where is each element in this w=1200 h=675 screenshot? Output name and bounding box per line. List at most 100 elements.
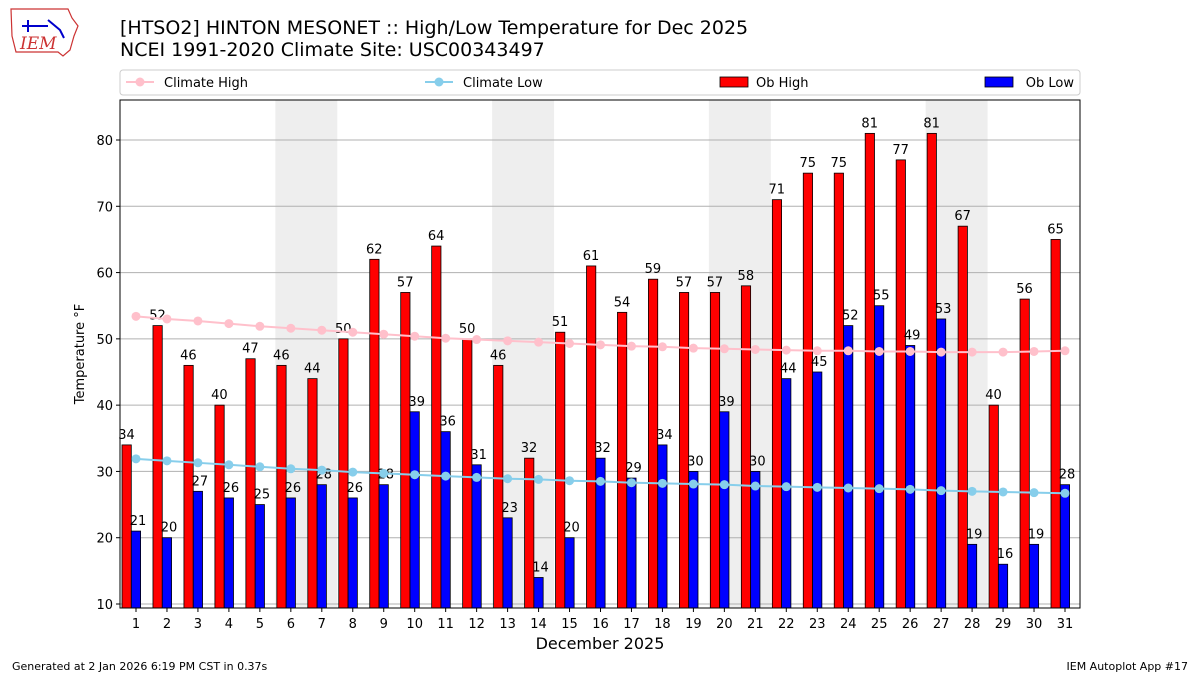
climate-low-point bbox=[905, 484, 915, 494]
ob-low-label: 30 bbox=[687, 454, 704, 469]
ob-high-label: 65 bbox=[1047, 222, 1064, 237]
ob-low-bar bbox=[936, 318, 947, 609]
ob-low-label: 32 bbox=[594, 441, 611, 456]
ob-low-bar bbox=[626, 477, 637, 609]
iowa-map-icon bbox=[10, 8, 79, 57]
x-tick-label: 10 bbox=[406, 617, 423, 632]
x-tick-label: 18 bbox=[654, 617, 671, 632]
ob-high-label: 64 bbox=[428, 229, 445, 244]
y-tick-label: 80 bbox=[96, 134, 113, 149]
ob-high-bar bbox=[586, 265, 597, 609]
ob-high-bar bbox=[245, 358, 256, 609]
ob-low-bar bbox=[719, 411, 730, 609]
ob-high-label: 61 bbox=[583, 249, 600, 264]
ob-low-bar bbox=[285, 497, 296, 609]
ob-low-bar bbox=[130, 530, 142, 609]
climate-low-point bbox=[843, 483, 853, 493]
climate-high-point bbox=[719, 344, 729, 354]
ob-low-label: 26 bbox=[285, 481, 302, 496]
ob-low-bar bbox=[750, 471, 761, 609]
x-tick-label: 24 bbox=[840, 617, 857, 632]
ob-high-bar bbox=[369, 258, 380, 609]
y-tick-label: 30 bbox=[96, 465, 113, 480]
climate-high-point bbox=[874, 346, 884, 356]
ob-low-bar bbox=[502, 517, 513, 609]
ob-low-label: 19 bbox=[1028, 527, 1045, 542]
legend-label: Climate Low bbox=[463, 76, 543, 91]
ob-high-label: 46 bbox=[180, 348, 197, 363]
climate-low-point bbox=[565, 476, 575, 486]
ob-high-bar bbox=[709, 292, 721, 609]
ob-low-bar bbox=[967, 543, 978, 609]
footer-generated: Generated at 2 Jan 2026 6:19 PM CST in 0… bbox=[12, 660, 268, 673]
ob-low-bar bbox=[1028, 543, 1040, 609]
ob-low-bar bbox=[254, 504, 265, 609]
climate-high-point bbox=[565, 338, 575, 348]
ob-low-label: 20 bbox=[161, 521, 178, 536]
ob-low-label: 34 bbox=[656, 428, 673, 443]
climate-high-point bbox=[472, 335, 482, 345]
ob-low-label: 30 bbox=[749, 454, 766, 469]
ob-low-label: 14 bbox=[532, 560, 549, 575]
ob-high-bar bbox=[400, 292, 411, 609]
climate-high-point bbox=[193, 316, 203, 326]
x-tick-label: 15 bbox=[561, 617, 578, 632]
ob-low-label: 21 bbox=[130, 514, 147, 529]
x-tick-label: 11 bbox=[437, 617, 454, 632]
climate-high-point bbox=[441, 333, 451, 343]
ob-high-label: 46 bbox=[273, 348, 290, 363]
ob-low-bar bbox=[533, 577, 544, 609]
x-tick-label: 4 bbox=[225, 617, 233, 632]
ob-high-bar bbox=[771, 199, 782, 609]
climate-high-point bbox=[843, 346, 853, 356]
ob-high-bar bbox=[648, 278, 659, 609]
climate-low-point bbox=[286, 464, 296, 474]
climate-high-point bbox=[534, 337, 544, 347]
ob-high-label: 75 bbox=[830, 156, 847, 171]
ob-high-bar bbox=[1050, 239, 1061, 609]
ob-high-label: 40 bbox=[985, 388, 1002, 403]
climate-high-point bbox=[626, 341, 636, 351]
ob-high-label: 51 bbox=[552, 315, 569, 330]
ob-low-bar bbox=[564, 537, 575, 609]
ob-high-label: 62 bbox=[366, 242, 383, 257]
climate-high-point bbox=[750, 344, 760, 354]
climate-high-point bbox=[1029, 346, 1039, 356]
ob-high-bar bbox=[462, 338, 473, 609]
ob-high-bar bbox=[555, 331, 566, 609]
x-tick-label: 7 bbox=[318, 617, 326, 632]
climate-low-point bbox=[626, 478, 636, 488]
legend-marker-icon bbox=[434, 77, 444, 87]
climate-high-point bbox=[286, 323, 296, 333]
ob-high-bar bbox=[307, 378, 318, 609]
ob-high-bar bbox=[493, 364, 504, 609]
climate-low-point bbox=[534, 474, 544, 484]
climate-low-point bbox=[255, 462, 265, 472]
climate-low-point bbox=[657, 478, 667, 488]
ob-low-bar bbox=[223, 497, 234, 609]
x-axis-label: December 2025 bbox=[536, 634, 665, 653]
ob-low-label: 52 bbox=[842, 309, 859, 324]
ob-low-label: 36 bbox=[439, 415, 456, 430]
ob-high-label: 75 bbox=[799, 156, 816, 171]
climate-low-point bbox=[719, 480, 729, 490]
ob-high-bar bbox=[833, 172, 844, 609]
ob-high-label: 34 bbox=[118, 428, 135, 443]
ob-low-label: 29 bbox=[625, 461, 642, 476]
ob-high-bar bbox=[679, 292, 690, 609]
ob-high-bar bbox=[740, 285, 752, 609]
climate-low-point bbox=[874, 484, 884, 494]
y-tick-label: 60 bbox=[96, 267, 113, 282]
ob-high-label: 81 bbox=[861, 116, 878, 131]
legend-marker-icon bbox=[135, 77, 145, 87]
ob-high-label: 56 bbox=[1016, 282, 1033, 297]
climate-low-point bbox=[131, 454, 141, 464]
x-tick-label: 16 bbox=[592, 617, 609, 632]
y-tick-label: 10 bbox=[96, 598, 113, 613]
ob-low-bar bbox=[905, 345, 916, 609]
x-tick-label: 31 bbox=[1057, 617, 1074, 632]
x-tick-label: 29 bbox=[995, 617, 1012, 632]
climate-low-point bbox=[781, 482, 791, 492]
y-axis-label: Temperature °F bbox=[73, 304, 88, 405]
